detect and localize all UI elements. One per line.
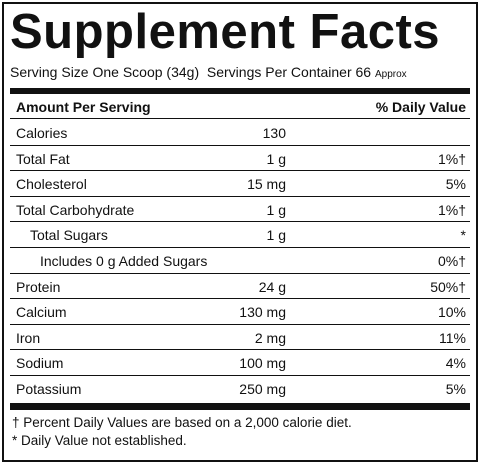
footnote: * Daily Value not established.: [12, 433, 187, 448]
amount: 24 g: [258, 278, 286, 295]
nutrient-name: Protein: [16, 278, 61, 295]
amount: 130 mg: [239, 304, 286, 321]
table-row: Sodium 100 mg 4%: [10, 350, 470, 376]
table-row: Iron 2 mg 11%: [10, 325, 470, 351]
divider: [10, 403, 470, 410]
nutrient-name: Calcium: [16, 304, 67, 321]
daily-value: 0%†: [437, 252, 466, 269]
daily-value: 10%: [437, 304, 466, 321]
divider: [10, 88, 470, 94]
daily-value: 50%†: [430, 278, 466, 295]
column-header: % Daily Value: [375, 99, 466, 115]
table-row: Total Fat 1 g 1%†: [10, 146, 470, 172]
table-row: Total Carbohydrate 1 g 1%†: [10, 197, 470, 223]
table-header: Amount Per Serving % Daily Value: [10, 96, 470, 119]
column-header: Amount Per Serving: [16, 99, 151, 115]
nutrient-name: Total Sugars: [30, 227, 108, 244]
amount: 15 mg: [247, 176, 286, 193]
amount: 1 g: [266, 201, 286, 218]
daily-value: 5%: [445, 176, 466, 193]
daily-value: 1%†: [437, 150, 466, 167]
nutrient-name: Iron: [16, 329, 41, 346]
table-row: Cholesterol 15 mg 5%: [10, 171, 470, 197]
table-row: Total Sugars 1 g *: [10, 222, 470, 248]
footnote: † Percent Daily Values are based on a 2,…: [12, 415, 352, 430]
nutrient-name: Total Fat: [16, 150, 70, 167]
daily-value: 11%: [439, 329, 466, 346]
table-row: Protein 24 g 50%†: [10, 274, 470, 300]
amount: 1 g: [266, 227, 286, 244]
title: Supplement Facts: [10, 5, 441, 59]
table-body: Calories 130 Total Fat 1 g 1%† Cholesterol 1…: [10, 120, 470, 402]
table-row: Potassium 250 mg 5%: [10, 376, 470, 402]
amount: 100 mg: [239, 355, 286, 372]
amount: 250 mg: [239, 380, 286, 397]
table-row: Includes 0 g Added Sugars 0%†: [10, 248, 470, 274]
servings: Servings Per Container 66: [206, 64, 372, 80]
amount: 130: [262, 125, 286, 141]
serving-line: Serving Size One Scoop (34g) Servings Pe…: [10, 64, 407, 80]
nutrient-name: Sodium: [16, 355, 64, 372]
amount: 1 g: [266, 150, 286, 167]
nutrient-name: Calories: [16, 125, 68, 141]
serving-size: Serving Size One Scoop (34g): [10, 64, 200, 80]
nutrient-name: Total Carbohydrate: [16, 201, 135, 218]
nutrient-name: Includes 0 g Added Sugars: [40, 252, 208, 269]
table-row: Calories 130: [10, 120, 470, 146]
daily-value: 1%†: [437, 201, 466, 218]
daily-value: 4%: [445, 355, 466, 372]
nutrient-name: Potassium: [16, 380, 82, 397]
daily-value: *: [460, 227, 466, 244]
daily-value: 5%: [445, 380, 466, 397]
amount: 2 mg: [254, 329, 286, 346]
table-row: Calcium 130 mg 10%: [10, 299, 470, 325]
nutrient-name: Cholesterol: [16, 176, 87, 193]
approx: Approx: [374, 69, 407, 80]
